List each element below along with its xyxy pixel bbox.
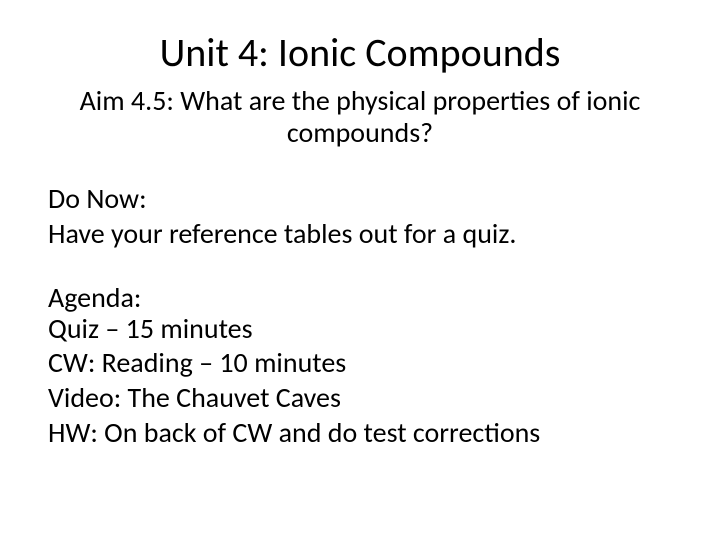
- agenda-item: Video: The Chauvet Caves: [48, 380, 672, 415]
- agenda-item: Quiz – 15 minutes: [48, 314, 672, 345]
- do-now-heading: Do Now:: [48, 181, 672, 216]
- agenda-item: HW: On back of CW and do test correction…: [48, 415, 672, 450]
- agenda-item: CW: Reading – 10 minutes: [48, 345, 672, 380]
- spacer: [48, 251, 672, 283]
- slide-title: Unit 4: Ionic Compounds: [48, 28, 672, 77]
- agenda-heading: Agenda:: [48, 283, 672, 314]
- do-now-line: Have your reference tables out for a qui…: [48, 216, 672, 251]
- aim-text: Aim 4.5: What are the physical propertie…: [48, 85, 672, 149]
